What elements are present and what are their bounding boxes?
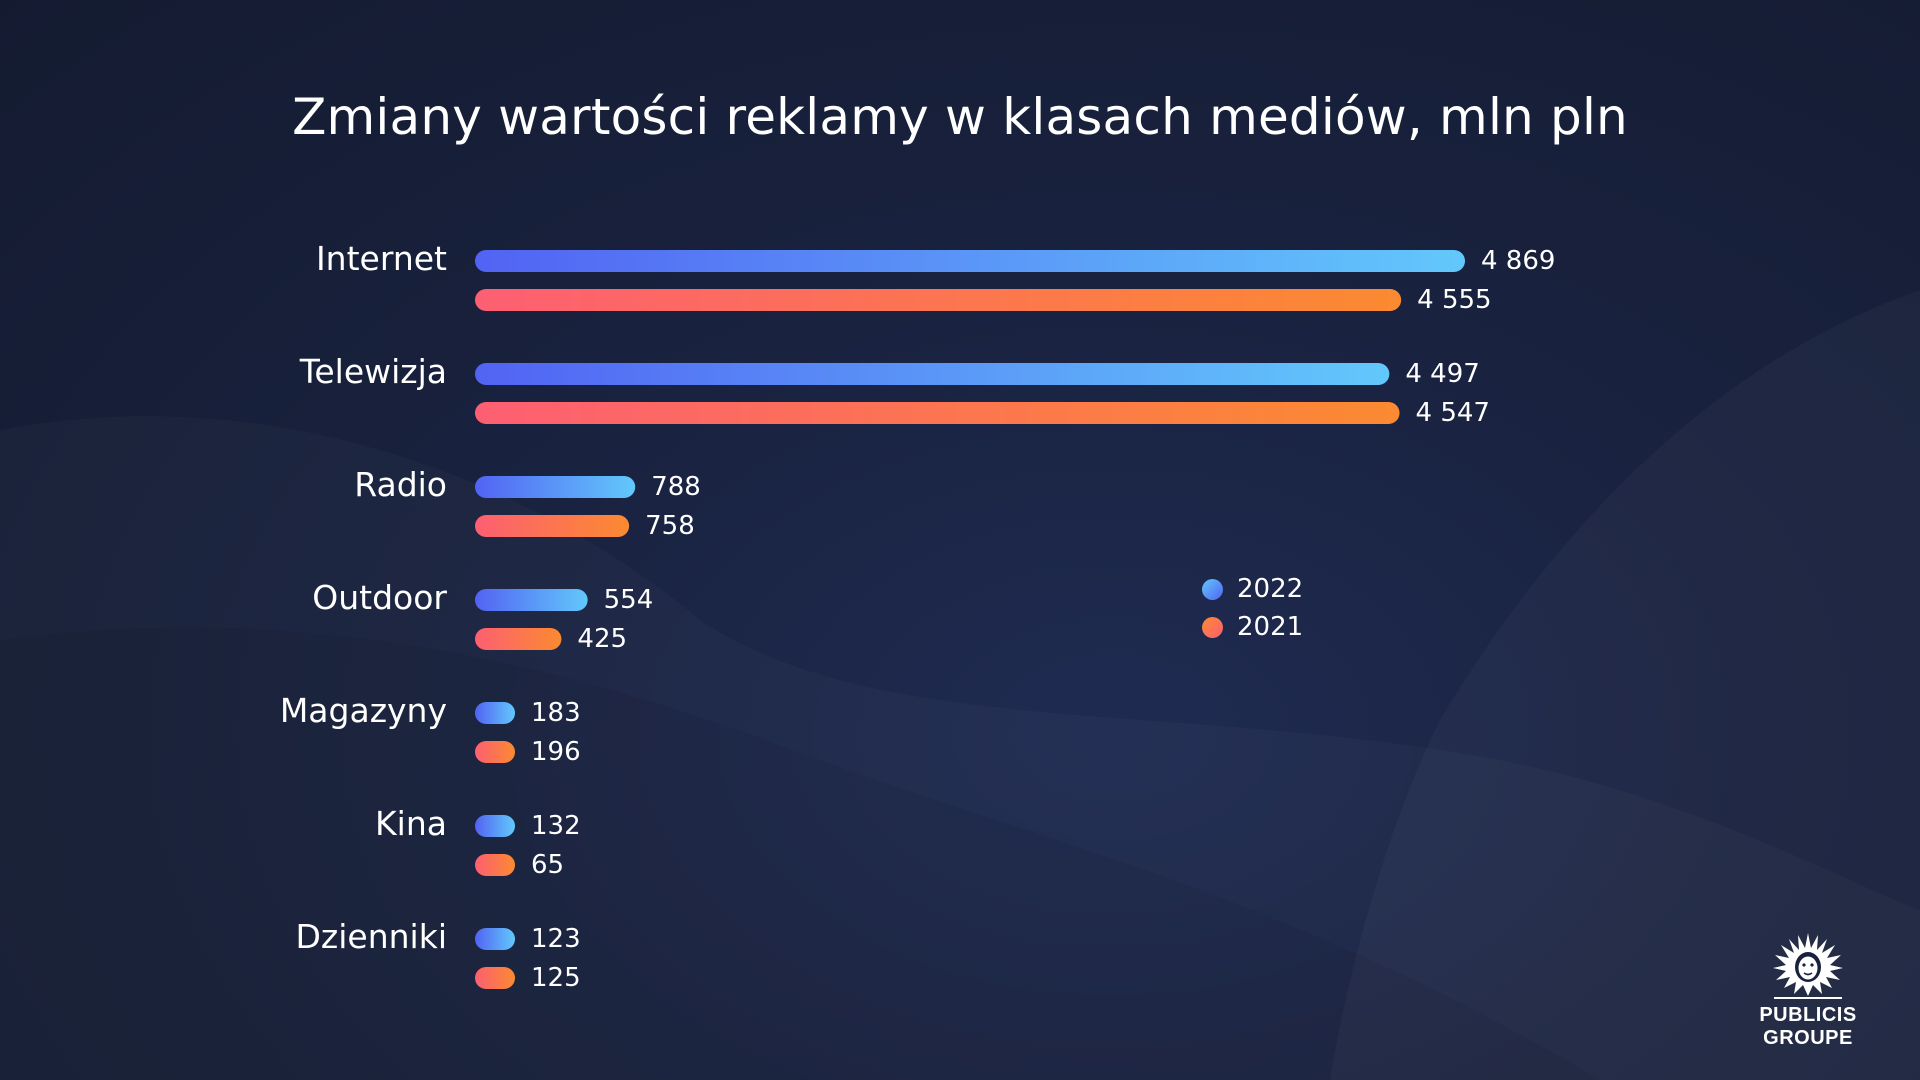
legend-label-2022: 2022: [1237, 574, 1304, 604]
value-label-dzienniki-2021: 125: [531, 963, 581, 993]
category-label-radio: Radio: [354, 465, 447, 504]
bar-outdoor-2021: [475, 628, 562, 650]
category-label-telewizja: Telewizja: [299, 352, 447, 391]
bar-radio-2021: [475, 515, 630, 537]
legend-dot-2021: [1202, 616, 1223, 638]
bar-internet-2021: [475, 289, 1402, 311]
lion-head-icon: [1773, 933, 1843, 999]
value-label-internet-2021: 4 555: [1417, 285, 1491, 315]
category-label-outdoor: Outdoor: [312, 578, 447, 617]
value-label-radio-2022: 788: [651, 472, 701, 502]
value-label-outdoor-2021: 425: [577, 624, 627, 654]
legend-item-2021: 2021: [1202, 608, 1303, 646]
value-label-kina-2021: 65: [531, 850, 564, 880]
value-label-outdoor-2022: 554: [604, 585, 654, 615]
bar-kina-2022: [475, 815, 515, 837]
chart-title: Zmiany wartości reklamy w klasach mediów…: [292, 88, 1628, 146]
bar-dzienniki-2021: [475, 967, 515, 989]
value-label-magazyny-2021: 196: [531, 737, 581, 767]
value-label-telewizja-2022: 4 497: [1405, 359, 1479, 389]
bar-magazyny-2022: [475, 702, 515, 724]
publicis-groupe-logo: PUBLICIS GROUPE: [1752, 930, 1864, 1050]
value-label-telewizja-2021: 4 547: [1416, 398, 1490, 428]
logo-text-groupe: GROUPE: [1763, 1027, 1853, 1049]
bar-dzienniki-2022: [475, 928, 515, 950]
legend-label-2021: 2021: [1237, 612, 1304, 642]
value-label-kina-2022: 132: [531, 811, 581, 841]
legend-item-2022: 2022: [1202, 570, 1303, 608]
value-label-dzienniki-2022: 123: [531, 924, 581, 954]
bar-kina-2021: [475, 854, 515, 876]
bar-magazyny-2021: [475, 741, 515, 763]
chart-legend: 2022 2021: [1202, 570, 1303, 646]
bar-telewizja-2022: [475, 363, 1390, 385]
value-label-internet-2022: 4 869: [1481, 246, 1555, 276]
value-label-magazyny-2022: 183: [531, 698, 581, 728]
category-label-magazyny: Magazyny: [280, 691, 447, 730]
category-label-kina: Kina: [375, 804, 447, 843]
bar-radio-2022: [475, 476, 636, 498]
value-label-radio-2021: 758: [645, 511, 695, 541]
category-label-dzienniki: Dzienniki: [296, 917, 447, 956]
bar-internet-2022: [475, 250, 1465, 272]
category-label-internet: Internet: [316, 239, 447, 278]
bar-outdoor-2022: [475, 589, 588, 611]
logo-text-publicis: PUBLICIS: [1759, 1004, 1857, 1026]
legend-dot-2022: [1202, 578, 1223, 600]
bar-telewizja-2021: [475, 402, 1400, 424]
